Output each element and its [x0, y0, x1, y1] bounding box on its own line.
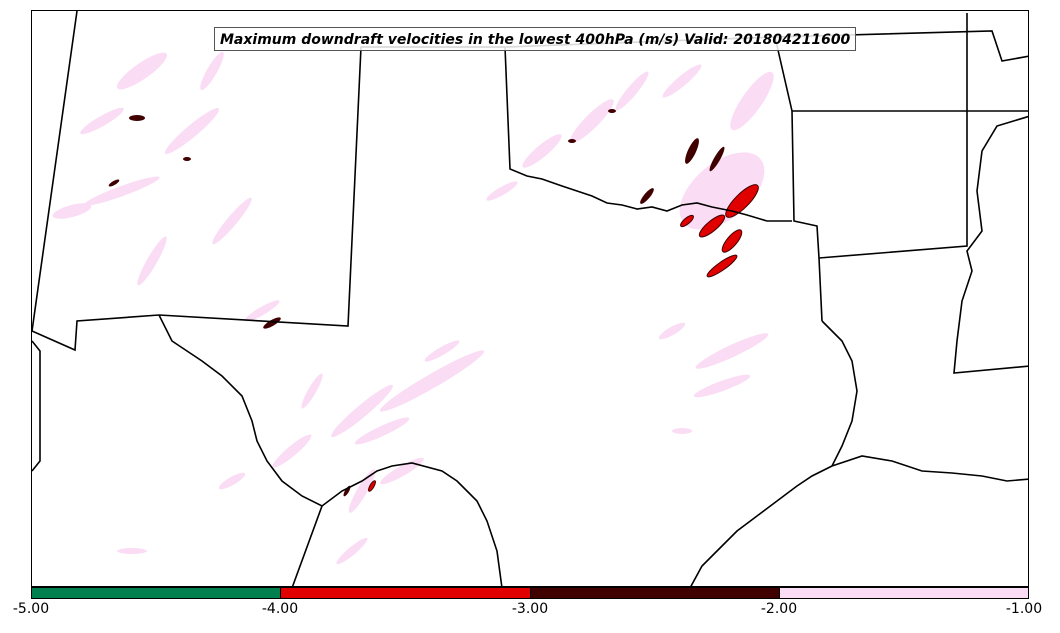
moderate-downdraft-cells — [108, 109, 725, 497]
colorbar-tick-label: -2.00 — [760, 601, 798, 617]
strong-downdraft-cells — [368, 184, 759, 492]
colorbar — [31, 587, 1029, 599]
colorbar-bin-1 — [32, 588, 281, 598]
colorbar-tick-label: -3.00 — [511, 601, 549, 617]
map-title: Maximum downdraft velocities in the lowe… — [214, 27, 857, 51]
colorbar-bin-3 — [529, 588, 779, 598]
colorbar-bin-2 — [280, 588, 530, 598]
weak-downdraft-field — [52, 51, 774, 565]
colorbar-tick-label: -1.00 — [1005, 601, 1043, 617]
colorbar-bin-4 — [778, 588, 1028, 598]
map-canvas — [32, 11, 1028, 586]
colorbar-tick-label: -4.00 — [261, 601, 299, 617]
state-boundaries — [32, 11, 1028, 586]
colorbar-tick-label: -5.00 — [12, 601, 50, 617]
map-panel: Maximum downdraft velocities in the lowe… — [31, 10, 1029, 587]
